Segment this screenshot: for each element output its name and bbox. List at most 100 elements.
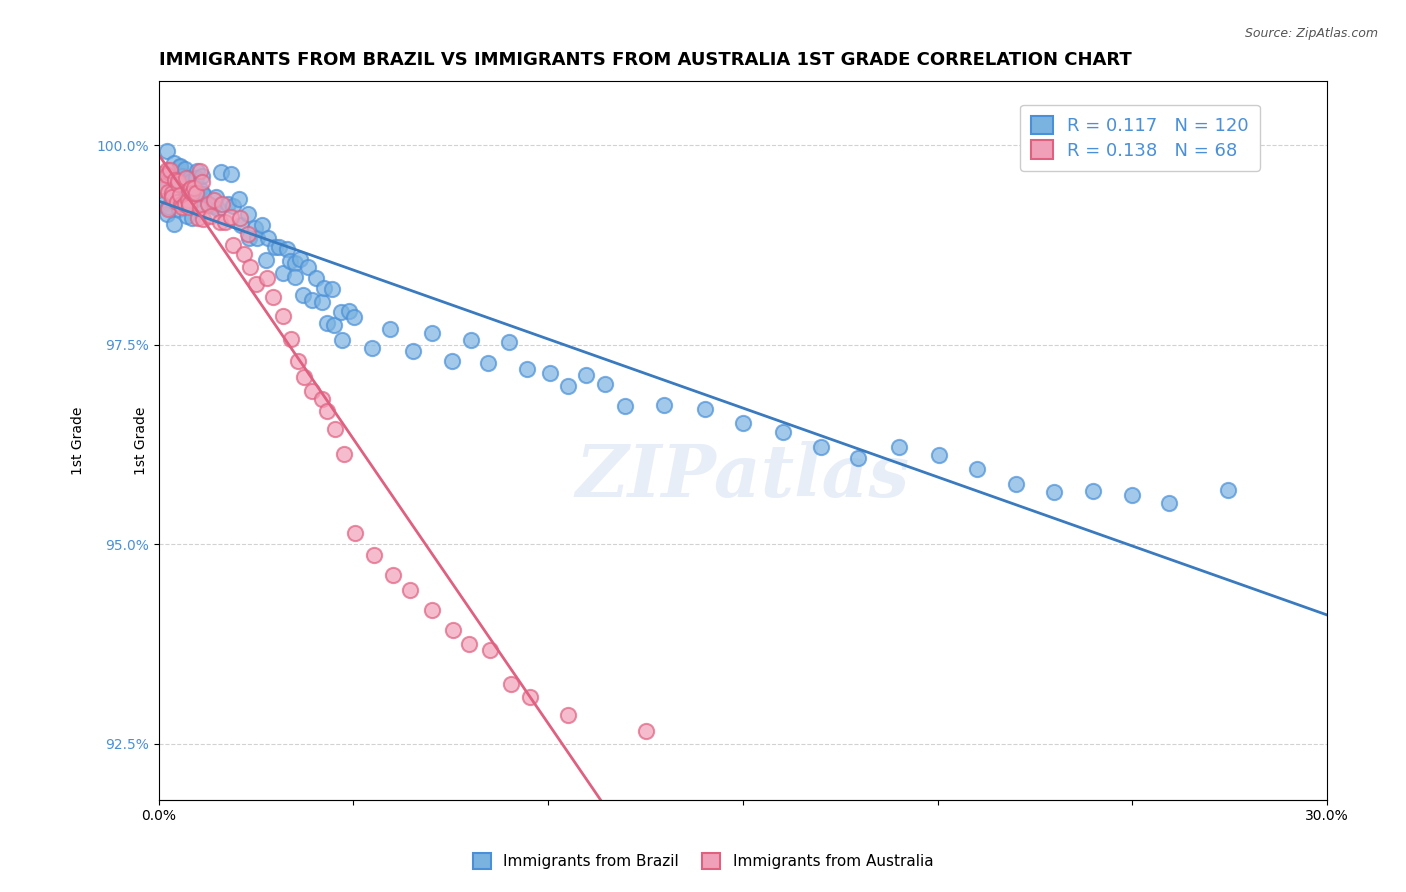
Point — [652, 398, 675, 412]
Point — [636, 723, 658, 738]
Point — [1121, 488, 1143, 502]
Point — [304, 270, 326, 285]
Point — [928, 448, 950, 462]
Point — [238, 231, 260, 245]
Point — [183, 181, 205, 195]
Point — [321, 282, 343, 296]
Point — [557, 379, 579, 393]
Point — [516, 362, 538, 376]
Point — [191, 169, 214, 183]
Point — [174, 197, 197, 211]
Point — [1159, 496, 1181, 510]
Point — [157, 200, 180, 214]
Point — [188, 202, 211, 216]
Point — [478, 643, 501, 657]
Point — [150, 167, 173, 181]
Point — [278, 254, 301, 268]
Point — [810, 440, 832, 454]
Point — [155, 168, 177, 182]
Point — [262, 290, 284, 304]
Text: ZIPatlas: ZIPatlas — [576, 441, 910, 512]
Point — [166, 194, 188, 209]
Point — [197, 197, 219, 211]
Point — [499, 676, 522, 690]
Point — [330, 333, 353, 347]
Point — [243, 221, 266, 235]
Point — [312, 281, 335, 295]
Point — [172, 186, 194, 201]
Point — [191, 187, 214, 202]
Point — [316, 316, 339, 330]
Point — [180, 181, 202, 195]
Point — [1005, 477, 1028, 491]
Point — [167, 174, 190, 188]
Point — [291, 288, 314, 302]
Point — [187, 186, 209, 200]
Point — [693, 402, 716, 417]
Point — [167, 177, 190, 191]
Point — [150, 181, 173, 195]
Point — [184, 170, 207, 185]
Point — [239, 260, 262, 274]
Point — [157, 202, 180, 216]
Point — [267, 240, 290, 254]
Point — [288, 252, 311, 266]
Point — [176, 209, 198, 223]
Point — [402, 344, 425, 359]
Point — [301, 384, 323, 398]
Point — [1216, 483, 1239, 497]
Point — [420, 326, 443, 341]
Point — [256, 270, 278, 285]
Point — [208, 215, 231, 229]
Point — [280, 332, 302, 346]
Point — [214, 214, 236, 228]
Point — [177, 197, 200, 211]
Point — [614, 400, 637, 414]
Point — [316, 404, 339, 418]
Point — [245, 277, 267, 292]
Point — [177, 193, 200, 207]
Point — [221, 210, 243, 224]
Point — [257, 231, 280, 245]
Point — [323, 318, 346, 332]
Point — [191, 188, 214, 202]
Point — [276, 242, 298, 256]
Point — [219, 167, 242, 181]
Point — [209, 165, 232, 179]
Point — [177, 183, 200, 197]
Point — [202, 199, 225, 213]
Point — [323, 422, 346, 436]
Y-axis label: 1st Grade: 1st Grade — [72, 407, 86, 475]
Point — [222, 238, 245, 252]
Point — [339, 303, 361, 318]
Legend: R = 0.117   N = 120, R = 0.138   N = 68: R = 0.117 N = 120, R = 0.138 N = 68 — [1021, 104, 1260, 170]
Point — [343, 310, 366, 324]
Point — [380, 321, 402, 335]
Point — [163, 183, 186, 197]
Point — [160, 186, 183, 200]
Point — [186, 186, 208, 200]
Point — [191, 175, 214, 189]
Point — [236, 207, 259, 221]
Point — [198, 198, 221, 212]
Point — [159, 163, 181, 178]
Point — [593, 376, 616, 391]
Point — [333, 447, 356, 461]
Point — [159, 172, 181, 186]
Point — [156, 178, 179, 192]
Point — [211, 196, 233, 211]
Point — [183, 193, 205, 207]
Point — [538, 366, 561, 380]
Point — [889, 440, 911, 454]
Point — [167, 202, 190, 217]
Point — [228, 192, 250, 206]
Point — [188, 163, 211, 178]
Point — [169, 187, 191, 202]
Point — [966, 462, 988, 476]
Point — [440, 353, 463, 368]
Point — [163, 217, 186, 231]
Point — [311, 294, 333, 309]
Point — [152, 178, 174, 193]
Point — [160, 190, 183, 204]
Point — [381, 568, 404, 582]
